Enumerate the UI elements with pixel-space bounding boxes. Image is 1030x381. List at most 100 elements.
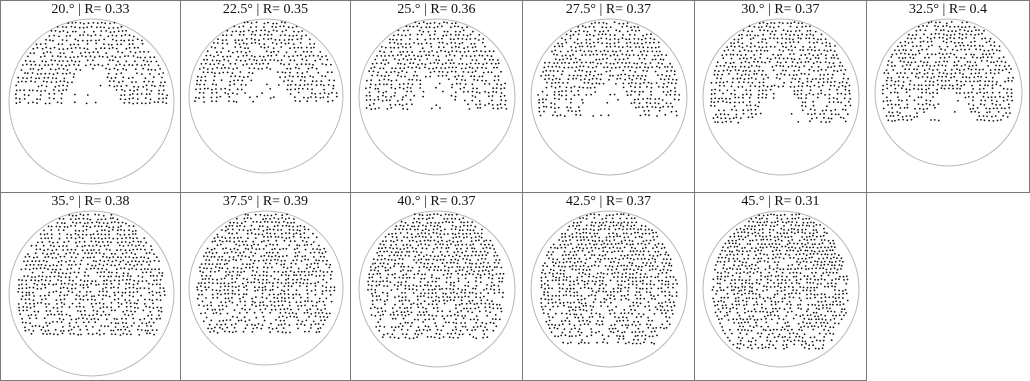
dot bbox=[266, 228, 268, 231]
dot bbox=[1006, 88, 1009, 90]
dot bbox=[77, 310, 79, 312]
dot bbox=[18, 287, 20, 290]
dot bbox=[139, 51, 142, 53]
dot bbox=[925, 91, 928, 94]
dot bbox=[267, 46, 270, 48]
dot bbox=[453, 38, 455, 41]
dot bbox=[451, 221, 454, 224]
dot bbox=[1008, 64, 1010, 67]
dot bbox=[749, 34, 752, 36]
dot bbox=[474, 62, 477, 65]
dot bbox=[446, 277, 448, 279]
dot bbox=[225, 34, 228, 37]
dot bbox=[985, 53, 988, 56]
dot bbox=[929, 92, 931, 95]
dot bbox=[45, 310, 48, 312]
dot bbox=[730, 42, 732, 44]
dot bbox=[222, 55, 224, 58]
dot bbox=[207, 87, 209, 90]
dot bbox=[270, 308, 273, 311]
dot bbox=[499, 95, 502, 98]
dot bbox=[33, 295, 35, 297]
dot bbox=[386, 292, 389, 295]
dot bbox=[232, 270, 235, 273]
dot bbox=[418, 22, 421, 25]
dot bbox=[603, 66, 605, 69]
dot bbox=[112, 80, 115, 83]
dot bbox=[504, 103, 506, 106]
dot bbox=[464, 79, 467, 82]
dot bbox=[325, 63, 327, 66]
dot bbox=[378, 83, 381, 86]
dot bbox=[120, 85, 123, 88]
dot bbox=[121, 252, 124, 255]
dot bbox=[276, 297, 279, 299]
dot bbox=[950, 76, 952, 79]
dot bbox=[63, 294, 66, 297]
dot bbox=[771, 65, 774, 68]
dot bbox=[392, 38, 394, 41]
dot bbox=[593, 45, 596, 48]
dot bbox=[433, 26, 436, 29]
dot bbox=[114, 309, 116, 312]
dot bbox=[817, 70, 819, 72]
dot bbox=[975, 68, 977, 71]
dot bbox=[226, 267, 229, 270]
dot bbox=[377, 90, 380, 93]
dot bbox=[415, 66, 418, 68]
dot bbox=[224, 292, 226, 295]
dot bbox=[59, 287, 62, 289]
dot bbox=[19, 313, 22, 316]
dot bbox=[275, 327, 278, 330]
dot bbox=[474, 225, 477, 228]
dot bbox=[492, 50, 495, 53]
dot bbox=[500, 70, 502, 73]
dot bbox=[120, 94, 123, 97]
dot bbox=[1002, 114, 1004, 117]
dot bbox=[46, 233, 49, 235]
dot bbox=[274, 258, 276, 261]
dot bbox=[963, 29, 966, 32]
dot bbox=[262, 218, 265, 221]
dot bbox=[102, 222, 105, 224]
dot bbox=[228, 232, 230, 235]
dot bbox=[71, 283, 74, 286]
dot bbox=[311, 80, 314, 83]
dot bbox=[445, 55, 448, 57]
dot bbox=[455, 254, 458, 257]
panel-5: 32.5° | R= 0.4 bbox=[867, 0, 1030, 193]
dot bbox=[288, 225, 291, 228]
dot bbox=[749, 85, 752, 87]
dot bbox=[650, 46, 653, 49]
dot bbox=[119, 63, 121, 66]
dot bbox=[148, 264, 151, 266]
dot bbox=[296, 225, 299, 228]
dot bbox=[221, 39, 224, 42]
dot bbox=[552, 74, 555, 77]
dot bbox=[280, 62, 282, 65]
dot bbox=[254, 274, 257, 277]
dot bbox=[466, 224, 469, 227]
dot bbox=[788, 74, 791, 76]
dot bbox=[110, 77, 113, 80]
dot bbox=[111, 228, 114, 231]
dot bbox=[466, 270, 468, 273]
dot bbox=[135, 245, 137, 247]
dot bbox=[289, 47, 291, 50]
dot bbox=[50, 30, 53, 32]
dot bbox=[743, 78, 746, 80]
dot bbox=[318, 251, 321, 254]
dot bbox=[478, 62, 480, 65]
dot bbox=[65, 313, 68, 316]
dot bbox=[599, 78, 602, 81]
dot bbox=[939, 21, 941, 24]
dot bbox=[946, 72, 948, 75]
dot bbox=[227, 289, 229, 291]
dot bbox=[450, 272, 453, 275]
dot bbox=[319, 51, 322, 53]
dot bbox=[495, 91, 498, 94]
dot bbox=[296, 71, 299, 74]
panel-4: 30.° | R= 0.37 bbox=[695, 0, 867, 193]
dot bbox=[816, 54, 819, 56]
dot bbox=[200, 263, 203, 265]
